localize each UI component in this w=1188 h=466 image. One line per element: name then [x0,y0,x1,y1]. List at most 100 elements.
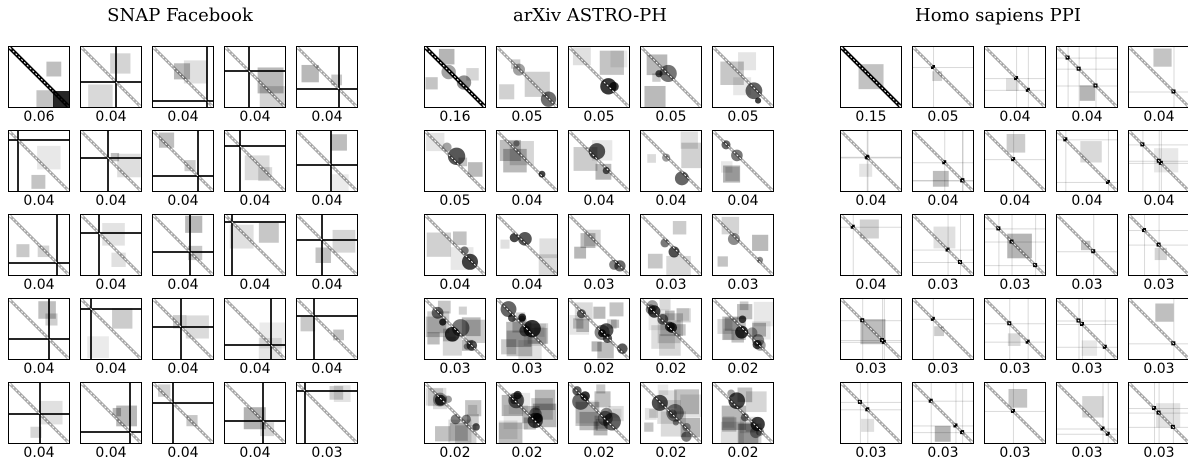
matrix-weight-label: 0.02 [439,445,471,461]
matrix-cell: 0.02 [640,382,702,466]
matrix-cell: 0.04 [496,130,558,214]
matrix-thumbnail [424,46,486,108]
matrix-thumbnail [1128,130,1188,192]
matrix-heatmap [225,131,285,191]
matrix-weight-label: 0.04 [727,193,759,209]
matrix-weight-label: 0.04 [999,193,1031,209]
matrix-cell: 0.04 [224,214,286,298]
matrix-weight-label: 0.16 [439,109,471,125]
matrix-heatmap [1129,299,1188,359]
matrix-thumbnail [712,46,774,108]
matrix-weight-label: 0.04 [23,277,55,293]
matrix-cell: 0.16 [424,46,486,130]
matrix-thumbnail [568,382,630,444]
matrix-heatmap [425,383,485,443]
matrix-thumbnail [640,214,702,276]
matrix-heatmap [1057,47,1117,107]
matrix-cell: 0.02 [496,382,558,466]
matrix-weight-label: 0.03 [855,361,887,377]
matrix-heatmap [641,383,701,443]
matrix-cell: 0.04 [496,214,558,298]
matrix-weight-label: 0.03 [583,277,615,293]
matrix-cell: 0.03 [1128,298,1188,382]
matrix-heatmap [641,47,701,107]
matrix-thumbnail [8,382,70,444]
matrix-thumbnail [8,46,70,108]
matrix-cell: 0.02 [712,382,774,466]
matrix-heatmap [985,383,1045,443]
matrix-cell: 0.03 [984,298,1046,382]
matrix-weight-label: 0.05 [583,109,615,125]
matrix-weight-label: 0.04 [95,361,127,377]
matrix-weight-label: 0.04 [23,361,55,377]
matrix-cell: 0.04 [840,214,902,298]
matrix-weight-label: 0.06 [23,109,55,125]
matrix-heatmap [497,131,557,191]
matrix-thumbnail [1056,130,1118,192]
matrix-weight-label: 0.04 [239,361,271,377]
matrix-weight-label: 0.03 [927,277,959,293]
matrix-cell: 0.04 [80,382,142,466]
matrix-cell: 0.03 [984,214,1046,298]
matrix-cell: 0.06 [8,46,70,130]
matrix-heatmap [569,299,629,359]
matrix-heatmap [225,299,285,359]
matrix-cell: 0.04 [424,214,486,298]
matrix-thumbnail [1128,298,1188,360]
matrix-heatmap [1129,47,1188,107]
matrix-weight-label: 0.04 [23,193,55,209]
matrix-thumbnail [984,382,1046,444]
matrix-weight-label: 0.04 [1143,193,1175,209]
matrix-thumbnail [840,130,902,192]
matrix-thumbnail [1128,46,1188,108]
matrix-weight-label: 0.04 [167,445,199,461]
matrix-thumbnail [296,214,358,276]
matrix-heatmap [425,215,485,275]
matrix-heatmap [913,131,973,191]
matrix-heatmap [425,47,485,107]
matrix-thumbnail [840,382,902,444]
matrix-cell: 0.05 [712,46,774,130]
matrix-thumbnail [640,130,702,192]
matrix-weight-label: 0.05 [439,193,471,209]
matrix-cell: 0.05 [496,46,558,130]
matrix-weight-label: 0.03 [999,361,1031,377]
matrix-cell: 0.04 [984,46,1046,130]
matrix-cell: 0.04 [296,46,358,130]
matrix-weight-label: 0.03 [439,361,471,377]
matrix-cell: 0.02 [712,298,774,382]
matrix-cell: 0.04 [8,130,70,214]
matrix-thumbnail [8,298,70,360]
matrix-thumbnail [568,46,630,108]
matrix-heatmap [9,299,69,359]
matrix-weight-label: 0.05 [927,109,959,125]
matrix-thumbnail [224,130,286,192]
matrix-thumbnail [8,130,70,192]
matrix-heatmap [641,215,701,275]
matrix-heatmap [841,383,901,443]
matrix-thumbnail [496,214,558,276]
matrix-cell: 0.03 [1128,382,1188,466]
matrix-thumbnail [80,382,142,444]
matrix-weight-label: 0.04 [311,361,343,377]
matrix-thumbnail [152,214,214,276]
matrix-heatmap [81,131,141,191]
matrix-cell: 0.04 [80,298,142,382]
matrix-thumbnail [912,298,974,360]
matrix-heatmap [985,215,1045,275]
matrix-thumbnail [224,298,286,360]
matrix-weight-label: 0.03 [1071,277,1103,293]
matrix-cell: 0.03 [424,298,486,382]
matrix-heatmap [1129,131,1188,191]
matrix-heatmap [641,131,701,191]
matrix-heatmap [81,215,141,275]
matrix-cell: 0.03 [712,214,774,298]
matrix-heatmap [297,299,357,359]
matrix-heatmap [841,47,901,107]
matrix-thumbnail [912,130,974,192]
matrix-weight-label: 0.04 [95,109,127,125]
matrix-thumbnail [640,382,702,444]
matrix-thumbnail [424,130,486,192]
matrix-heatmap [1129,215,1188,275]
matrix-weight-label: 0.04 [167,109,199,125]
